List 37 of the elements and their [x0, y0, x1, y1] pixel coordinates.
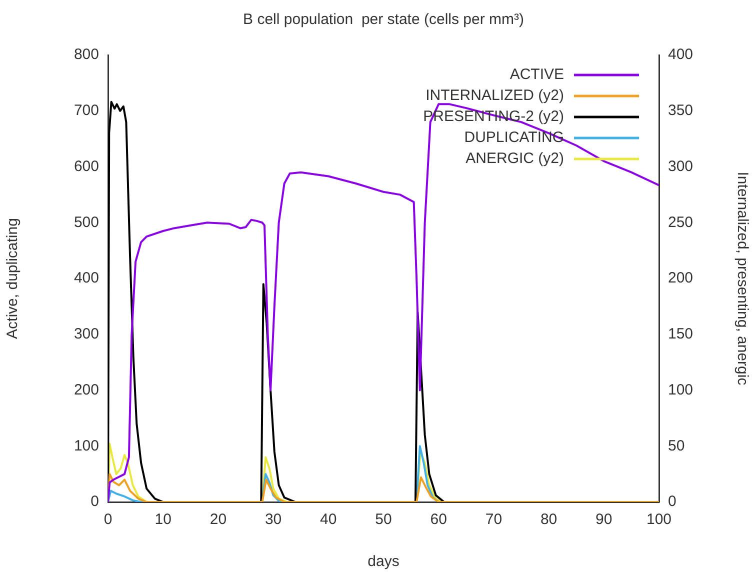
y2-axis-title: Internalized, presenting, anergic: [734, 172, 751, 386]
x-tick-label: 70: [485, 511, 502, 528]
legend-label: DUPLICATING: [464, 129, 564, 146]
y-tick-label: 800: [74, 46, 99, 64]
legend-label: ACTIVE: [510, 66, 564, 84]
y-tick-label: 700: [74, 102, 99, 120]
y-tick-label: 200: [74, 381, 99, 398]
x-tick-label: 20: [210, 511, 227, 528]
y-tick-label: 600: [74, 158, 99, 175]
y-tick-label: 500: [74, 214, 99, 231]
y-tick-label: 300: [74, 326, 99, 343]
y-axis-title: Active, duplicating: [4, 218, 22, 339]
x-tick-label: 40: [320, 511, 337, 528]
x-axis-title: days: [368, 553, 400, 570]
y2-tick-label: 100: [668, 381, 694, 398]
chart-title: B cell population per state (cells per mm³): [243, 11, 524, 28]
y2-tick-label: 250: [668, 214, 694, 231]
x-tick-label: 80: [540, 511, 558, 528]
y-tick-label: 0: [90, 493, 99, 510]
y2-tick-label: 300: [668, 158, 694, 175]
y2-tick-label: 400: [668, 46, 694, 64]
x-tick-label: 50: [375, 511, 392, 528]
x-tick-label: 30: [264, 511, 282, 528]
y2-tick-label: 0: [668, 493, 676, 510]
legend-label: INTERNALIZED (y2): [426, 87, 564, 104]
x-tick-label: 90: [596, 511, 612, 528]
y-tick-label: 100: [74, 437, 99, 454]
y2-tick-label: 200: [668, 270, 694, 287]
y2-tick-label: 350: [668, 102, 694, 120]
x-tick-label: 100: [646, 511, 672, 528]
legend-label: ANERGIC (y2): [466, 150, 564, 168]
x-tick-label: 0: [104, 511, 112, 528]
y-tick-label: 400: [74, 270, 99, 287]
x-tick-label: 60: [430, 511, 447, 528]
y2-tick-label: 150: [668, 326, 694, 343]
y2-tick-label: 50: [668, 437, 685, 454]
x-tick-label: 10: [154, 511, 172, 528]
